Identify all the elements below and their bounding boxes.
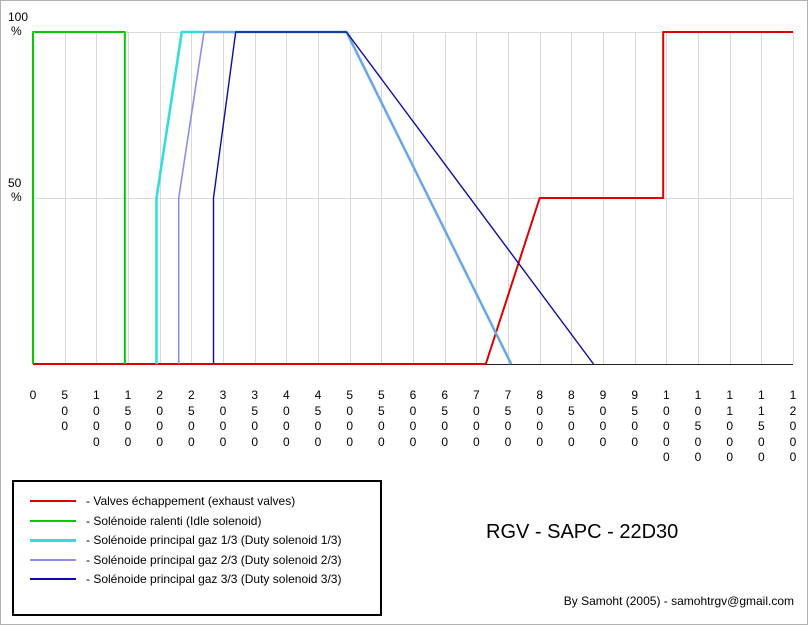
y-tick-label: 50% [8, 176, 22, 204]
y-tick-label-part: % [11, 24, 22, 38]
legend-swatch [30, 519, 76, 522]
legend-item: - Valves échappement (exhaust valves) [30, 491, 295, 511]
legend-label: - Solénoide principal gaz 2/3 (Duty sole… [86, 552, 342, 567]
legend-label: - Solénoide principal gaz 3/3 (Duty sole… [86, 572, 342, 586]
y-tick-label-part: 100 [8, 10, 29, 24]
x-tick-label: 0 [29, 388, 37, 402]
series-line-1 [33, 31, 793, 365]
grid-layer [33, 32, 794, 365]
legend-swatch [30, 558, 76, 561]
series-line-5 [212, 31, 595, 365]
legend-item: - Solénoide principal gaz 2/3 (Duty sole… [30, 550, 341, 570]
legend-item: - Solénoide principal gaz 3/3 (Duty sole… [30, 569, 341, 589]
legend: - Valves échappement (exhaust valves) - S… [12, 480, 382, 616]
chart-title: RGV - SAPC - 22D30 [486, 521, 679, 543]
y-tick-label-part: 50 [8, 176, 22, 190]
series-layer [32, 30, 793, 365]
legend-swatch [30, 500, 76, 502]
series-line-2 [32, 31, 126, 364]
legend-item: - Solénoide ralenti (Idle solenoid) [30, 511, 261, 531]
credit-text: By Samoht (2005) - samohtrgv@gmail.com [563, 594, 794, 608]
legend-swatch [30, 578, 76, 580]
legend-label: - Valves échappement (exhaust valves) [86, 494, 296, 508]
legend-label: - Solénoide principal gaz 1/3 (Duty sole… [86, 533, 342, 547]
y-tick-label: 100% [8, 10, 28, 38]
series-line-4 [177, 31, 512, 365]
legend-swatch [30, 538, 76, 542]
legend-label: - Solénoide ralenti (Idle solenoid) [86, 513, 262, 528]
y-tick-label-part: % [11, 190, 22, 204]
legend-item: - Solénoide principal gaz 1/3 (Duty sole… [30, 530, 341, 550]
